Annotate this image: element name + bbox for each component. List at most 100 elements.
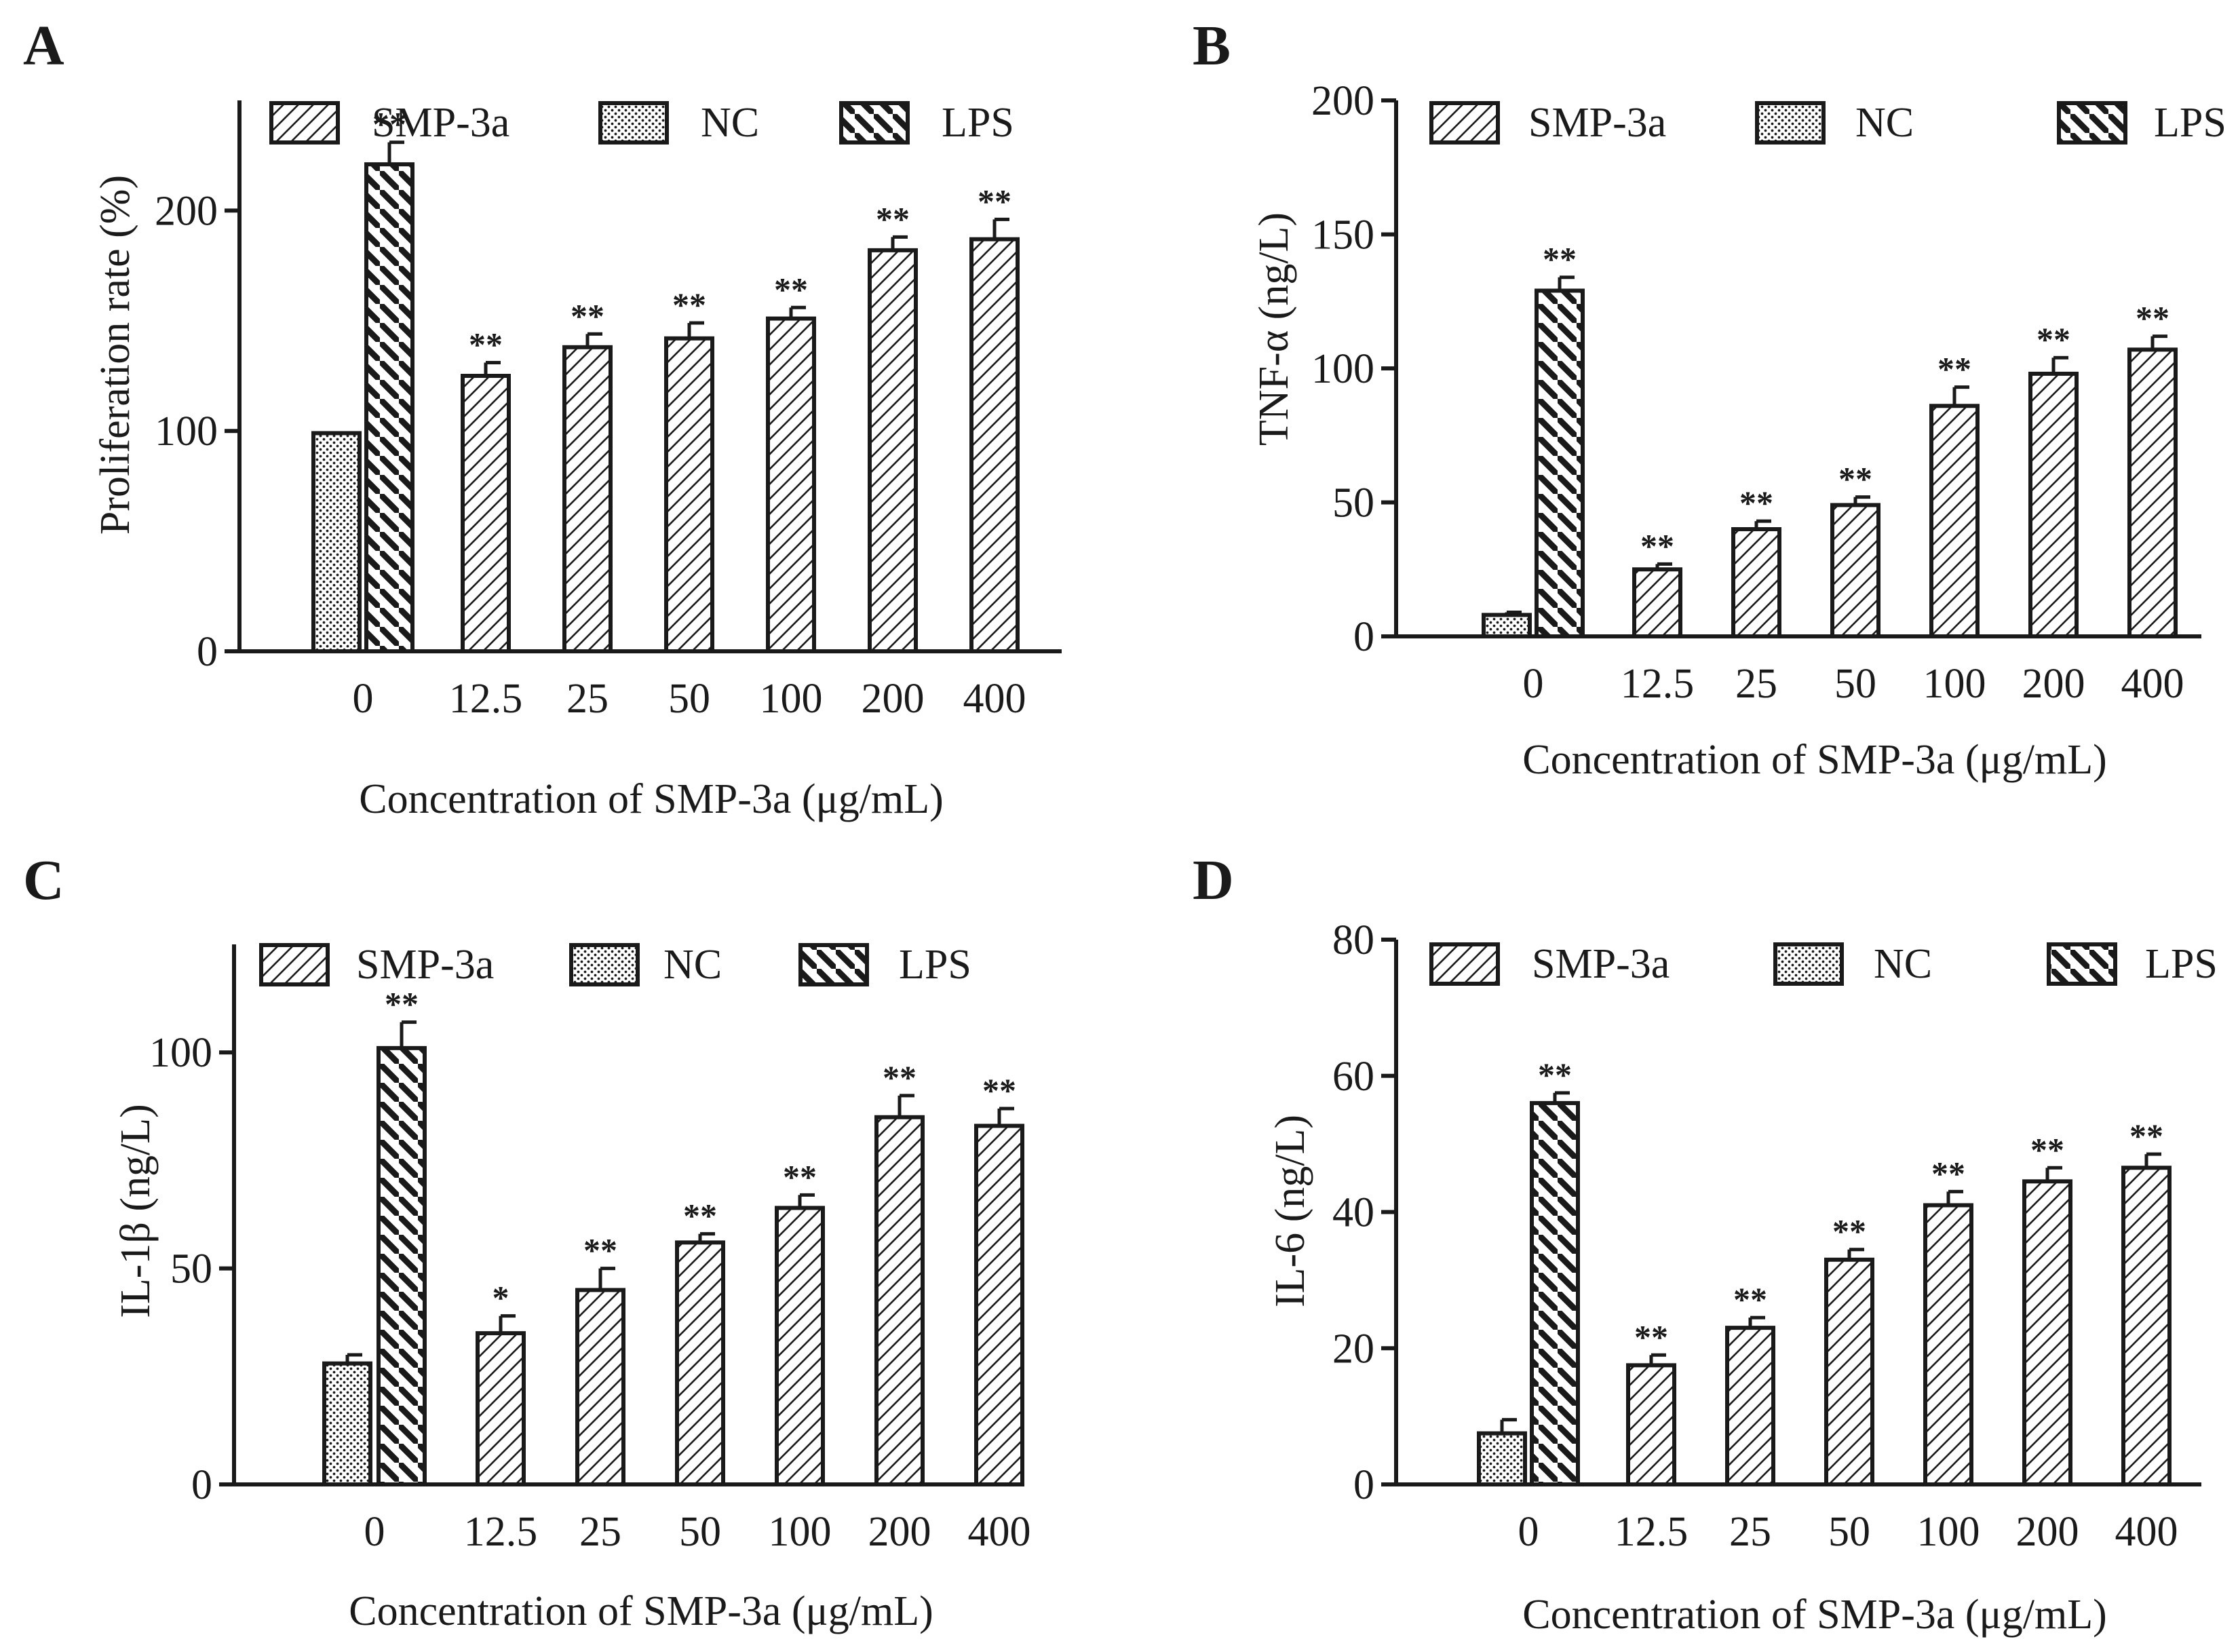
y-tick-label: 100 [1311,346,1374,392]
y-tick-label: 200 [155,188,218,234]
x-tick-label: 0 [364,1509,385,1555]
significance-label: ** [978,182,1011,220]
significance-label: ** [583,1231,617,1269]
bar [1731,527,1781,638]
bar [377,1045,427,1487]
significance-label: ** [672,286,706,324]
x-tick-label: 100 [1923,661,1986,707]
x-tick-label: 200 [2022,661,2085,707]
x-tick-label: 0 [1523,661,1544,707]
x-tick-label: 50 [1834,661,1876,707]
legend-swatch-nc [1773,942,1844,986]
significance-label: ** [876,199,910,237]
significance-label: ** [1838,460,1872,498]
significance-label: ** [1733,1280,1767,1318]
significance-label: ** [982,1071,1016,1109]
panel-c-legend: SMP-3a NC LPS [259,942,971,988]
legend-swatch-lps [2057,101,2127,145]
panel-c-xlabel: Concentration of SMP-3a (μg/mL) [349,1588,933,1634]
panel-d-ylabel: IL-6 (ng/L) [1267,1115,1313,1307]
legend-swatch-lps [2047,942,2117,986]
legend-label-nc: NC [701,100,759,146]
panel-b-legend: SMP-3a NC LPS [1429,100,2226,146]
x-tick-label: 400 [963,676,1026,722]
x-tick-label: 25 [579,1509,621,1555]
x-tick-label: 12.5 [464,1509,538,1555]
x-tick-label: 400 [968,1509,1031,1555]
y-tick-label: 0 [191,1462,212,1508]
panel-c-ylabel: IL-1β (ng/L) [113,1104,159,1318]
bar [2121,1166,2172,1486]
significance-label: ** [2136,299,2169,337]
significance-label: ** [883,1058,917,1096]
legend-label-smp: SMP-3a [356,942,494,988]
significance-label: ** [1832,1212,1866,1250]
y-tick-label: 20 [1332,1326,1374,1372]
bar [969,237,1020,653]
significance-label: ** [469,326,503,364]
x-tick-label: 50 [668,676,710,722]
bar [1923,1203,1973,1487]
bar [1632,567,1682,638]
x-tick-label: 100 [1917,1509,1980,1555]
x-tick-label: 50 [679,1509,721,1555]
panel-c-letter: C [23,849,64,912]
legend-label-nc: NC [663,942,722,988]
y-tick-label: 0 [197,629,218,675]
legend-label-smp: SMP-3a [1528,100,1666,146]
y-tick-label: 60 [1332,1054,1374,1100]
bar [1482,613,1532,639]
bar [461,374,511,653]
significance-label: ** [774,270,808,308]
legend-swatch-smp [1429,101,1500,145]
bar [476,1331,526,1486]
legend-swatch-lps [839,101,910,145]
legend-swatch-nc [598,101,669,145]
bar [2028,371,2079,639]
y-tick-label: 150 [1311,212,1374,258]
panel-d-letter: D [1193,849,1234,912]
bar [322,1361,372,1487]
panel-d: D SMP-3a NC LPS IL-6 (ng/L) Concentratio… [1193,849,2218,1638]
significance-label: ** [372,105,406,143]
legend-label-lps: LPS [2145,941,2218,987]
panel-c: C SMP-3a NC LPS IL-1β (ng/L) Concentrati… [23,849,1031,1634]
significance-label: ** [1634,1318,1668,1356]
x-tick-label: 400 [2115,1509,2178,1555]
x-tick-label: 200 [868,1509,931,1555]
legend-label-lps: LPS [899,942,971,988]
bar [311,431,362,653]
x-tick-label: 25 [1735,661,1777,707]
panel-a-plot: ** ** ** ** ** ** ** 0 100 200 0 12.5 25 50 100 200 400 [155,100,1062,722]
x-tick-label: 50 [1828,1509,1870,1555]
legend-label-smp: SMP-3a [372,100,509,146]
panel-a-xlabel: Concentration of SMP-3a (μg/mL) [359,776,944,822]
bar [2127,347,2178,638]
legend-label-smp: SMP-3a [1532,941,1670,987]
x-tick-label: 200 [862,676,925,722]
panel-a-ylabel: Proliferation rate (%) [92,175,138,535]
legend-label-nc: NC [1855,100,1914,146]
bar [664,336,714,653]
legend-swatch-lps [798,943,869,986]
panel-d-xlabel: Concentration of SMP-3a (μg/mL) [1522,1592,2107,1638]
x-tick-label: 100 [760,676,823,722]
bar [1929,404,1980,638]
significance-label: ** [1739,484,1773,522]
x-tick-label: 400 [2121,661,2184,707]
panel-a-letter: A [23,14,64,77]
x-tick-label: 0 [353,676,374,722]
bar [1824,1257,1874,1486]
significance-label: ** [783,1157,817,1195]
panel-d-legend: SMP-3a NC LPS [1429,941,2218,987]
y-tick-label: 100 [149,1030,212,1076]
bar [575,1288,625,1486]
y-tick-label: 80 [1332,917,1374,963]
x-tick-label: 200 [2016,1509,2079,1555]
bar [1530,1100,1580,1486]
bar [675,1240,725,1486]
bar [874,1115,925,1486]
legend-swatch-nc [569,943,640,986]
legend-label-lps: LPS [2154,100,2226,146]
